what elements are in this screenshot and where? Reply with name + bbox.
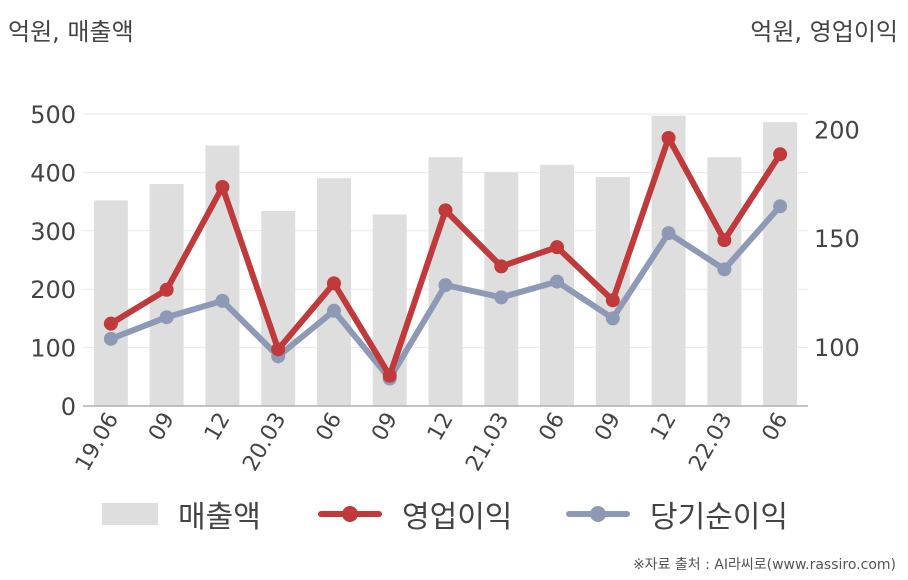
right-axis-unit-label: 억원, 영업이익 <box>750 18 898 46</box>
legend-swatch-net-income <box>566 492 630 536</box>
net-income-point <box>550 274 565 289</box>
legend-item-revenue: 매출액 <box>102 492 261 536</box>
net-income-point <box>159 310 174 325</box>
operating-profit-point <box>326 276 341 291</box>
x-tick-label: 12 <box>423 409 459 446</box>
right-tick-label: 150 <box>814 225 860 253</box>
x-tick-label: 06 <box>312 409 348 446</box>
operating-profit-point <box>661 130 676 145</box>
bar <box>763 122 798 407</box>
x-tick-label: 12 <box>646 409 682 446</box>
legend-label-revenue: 매출액 <box>178 500 261 535</box>
net-income-point <box>326 303 341 318</box>
x-tick-label: 20.03 <box>238 409 291 476</box>
operating-profit-point <box>773 147 788 162</box>
bar <box>316 178 351 406</box>
net-income-point <box>661 226 676 241</box>
bar <box>484 172 519 406</box>
bar <box>707 157 742 406</box>
x-tick-label: 06 <box>535 409 571 446</box>
legend-item-operating-profit: 영업이익 <box>318 492 512 536</box>
x-tick-label: 21.03 <box>461 409 514 476</box>
operating-profit-point <box>605 293 620 308</box>
net-income-point <box>103 331 118 346</box>
legend-item-net-income: 당기순이익 <box>566 492 788 536</box>
x-tick-label: 09 <box>144 409 180 446</box>
x-tick-label: 19.06 <box>71 409 124 476</box>
operating-profit-point <box>494 259 509 274</box>
legend-swatch-operating-profit <box>318 492 382 536</box>
left-tick-label: 400 <box>30 159 76 187</box>
x-tick-label: 22.03 <box>684 409 737 476</box>
net-income-point <box>438 278 453 293</box>
net-income-point <box>717 262 732 277</box>
right-tick-label: 200 <box>814 116 860 144</box>
left-tick-label: 100 <box>30 335 76 363</box>
legend-swatch-revenue <box>102 503 158 525</box>
operating-profit-point <box>717 233 732 248</box>
operating-profit-point <box>159 282 174 297</box>
operating-profit-point <box>271 342 286 357</box>
operating-profit-point <box>382 368 397 383</box>
left-tick-label: 0 <box>61 393 76 421</box>
operating-profit-point <box>550 240 565 255</box>
x-tick-label: 09 <box>367 409 403 446</box>
net-income-point <box>773 199 788 214</box>
operating-profit-point <box>103 316 118 331</box>
operating-profit-point <box>215 180 230 194</box>
legend-label-net-income: 당기순이익 <box>650 500 788 535</box>
x-tick-label: 06 <box>758 409 794 446</box>
left-tick-label: 300 <box>30 218 76 246</box>
left-axis-unit-label: 억원, 매출액 <box>8 18 134 46</box>
net-income-point <box>605 311 620 326</box>
net-income-point <box>494 290 509 305</box>
operating-profit-point <box>438 203 453 218</box>
right-tick-label: 100 <box>814 334 860 362</box>
source-credit: ※자료 출처 : AI라씨로(www.rassiro.com) <box>632 557 896 573</box>
net-income-point <box>215 293 230 308</box>
x-tick-label: 12 <box>200 409 236 446</box>
left-tick-label: 500 <box>30 101 76 129</box>
line-series <box>103 130 788 386</box>
x-tick-label: 09 <box>590 409 626 446</box>
bar-series-revenue <box>93 115 798 407</box>
bar <box>93 200 128 406</box>
legend-label-operating-profit: 영업이익 <box>402 500 513 535</box>
left-tick-label: 200 <box>30 276 76 304</box>
